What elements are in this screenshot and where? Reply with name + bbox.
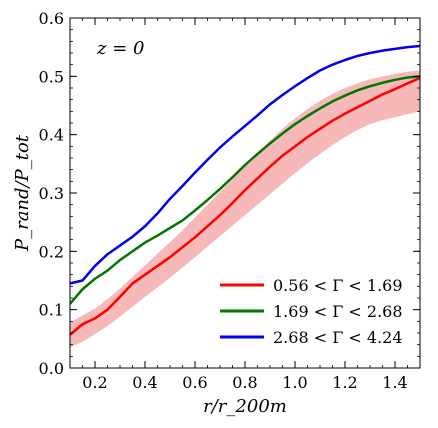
x-tick-label-5: 1.2 — [332, 373, 357, 392]
legend-label-0: 0.56 < Γ < 1.69 — [273, 276, 403, 295]
x-tick-label-3: 0.8 — [232, 373, 257, 392]
y-tick-label-6: 0.6 — [39, 9, 64, 28]
band-layer — [70, 70, 420, 348]
series-line-0 — [70, 76, 420, 336]
legend-label-1: 1.69 < Γ < 2.68 — [273, 302, 403, 321]
x-tick-label-2: 0.6 — [182, 373, 207, 392]
y-tick-label-1: 0.1 — [39, 301, 64, 320]
scatter-band — [70, 70, 420, 348]
x-axis-label: r/r_200m — [203, 396, 287, 417]
panel-annotation: z = 0 — [96, 38, 144, 59]
y-tick-label-4: 0.4 — [39, 126, 64, 145]
x-tick-label-6: 1.4 — [382, 373, 407, 392]
series-layer — [70, 44, 420, 336]
y-tick-label-2: 0.2 — [39, 242, 64, 261]
tick-layer: 0.2 0.4 0.6 0.8 1.0 1.2 1.4 0.0 0.1 0.2 0.3 0.4 0.5 0… — [39, 9, 421, 392]
x-tick-label-1: 0.4 — [132, 373, 157, 392]
series-line-1 — [70, 75, 420, 305]
y-tick-label-0: 0.0 — [39, 359, 64, 378]
legend-label-2: 2.68 < Γ < 4.24 — [273, 328, 403, 347]
x-tick-label-0: 0.2 — [82, 373, 107, 392]
y-tick-label-5: 0.5 — [39, 67, 64, 86]
y-tick-label-3: 0.3 — [39, 184, 64, 203]
series-line-2 — [70, 44, 420, 285]
y-axis-label: P_rand/P_tot — [12, 134, 33, 252]
legend: 0.56 < Γ < 1.69 1.69 < Γ < 2.68 2.68 < Γ… — [220, 276, 403, 347]
x-tick-label-4: 1.0 — [282, 373, 307, 392]
